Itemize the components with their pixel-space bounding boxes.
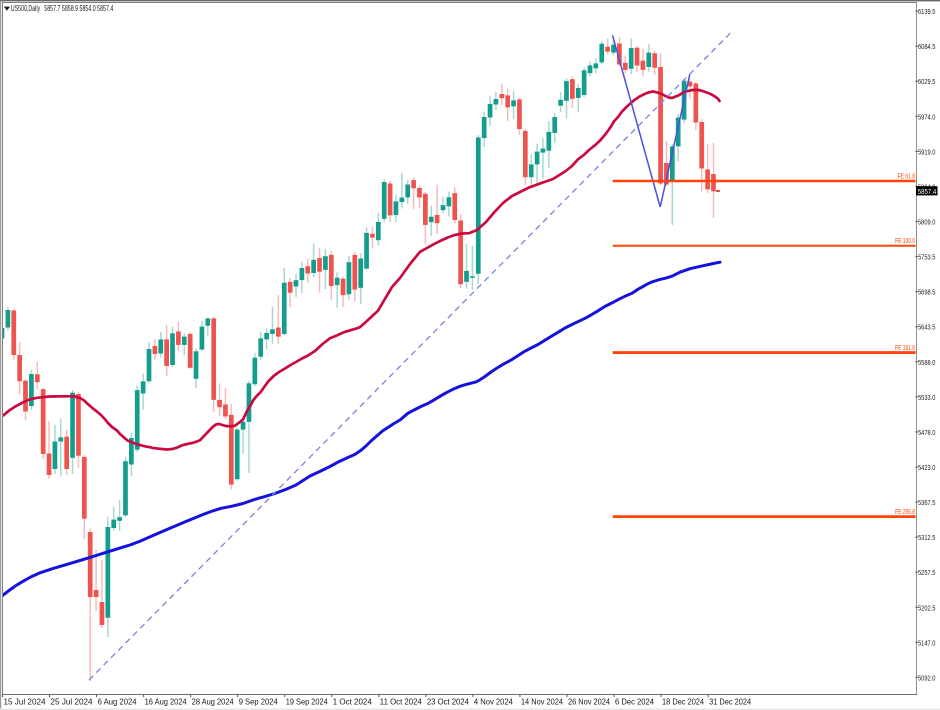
svg-text:31 Dec 2024: 31 Dec 2024 — [709, 697, 752, 706]
svg-text:5092.0: 5092.0 — [918, 673, 935, 682]
svg-text:26 Nov 2024: 26 Nov 2024 — [568, 697, 611, 706]
svg-text:15 Jul 2024: 15 Jul 2024 — [4, 697, 47, 706]
svg-text:4 Nov 2024: 4 Nov 2024 — [474, 697, 514, 706]
svg-text:5367.5: 5367.5 — [918, 498, 935, 507]
svg-text:6 Dec 2024: 6 Dec 2024 — [615, 697, 655, 706]
svg-text:19 Sep 2024: 19 Sep 2024 — [286, 697, 329, 706]
svg-text:18 Dec 2024: 18 Dec 2024 — [662, 697, 705, 706]
svg-text:5974.0: 5974.0 — [918, 112, 935, 121]
svg-text:FE 61.8: FE 61.8 — [898, 171, 916, 180]
svg-text:16 Aug 2024: 16 Aug 2024 — [145, 697, 188, 706]
svg-text:6084.5: 6084.5 — [918, 42, 935, 51]
svg-text:28 Aug 2024: 28 Aug 2024 — [192, 697, 235, 706]
svg-text:5857.4: 5857.4 — [918, 187, 937, 196]
svg-text:11 Oct 2024: 11 Oct 2024 — [380, 697, 423, 706]
svg-text:6 Aug 2024: 6 Aug 2024 — [98, 697, 138, 706]
svg-text:5312.5: 5312.5 — [918, 533, 935, 542]
svg-text:FE 161.8: FE 161.8 — [895, 343, 915, 352]
svg-text:14 Nov 2024: 14 Nov 2024 — [521, 697, 564, 706]
svg-text:5809.0: 5809.0 — [918, 218, 935, 227]
svg-text:1 Oct 2024: 1 Oct 2024 — [333, 697, 373, 706]
svg-text:5202.5: 5202.5 — [918, 603, 935, 612]
svg-text:5423.0: 5423.0 — [918, 463, 935, 472]
svg-text:9 Sep 2024: 9 Sep 2024 — [239, 697, 279, 706]
svg-text:6029.5: 6029.5 — [918, 77, 935, 86]
svg-text:5753.5: 5753.5 — [918, 253, 935, 262]
svg-text:FE 100.0: FE 100.0 — [895, 236, 915, 245]
svg-text:6139.5: 6139.5 — [918, 7, 935, 16]
svg-text:5147.0: 5147.0 — [918, 638, 935, 647]
svg-text:23 Oct 2024: 23 Oct 2024 — [427, 697, 470, 706]
svg-text:5478.0: 5478.0 — [918, 428, 935, 437]
svg-text:5643.5: 5643.5 — [918, 323, 935, 332]
svg-text:US500,Daily 5857.7 5858.9 585: US500,Daily 5857.7 5858.9 5854.0 5857.4 — [11, 4, 114, 13]
svg-text:5533.0: 5533.0 — [918, 393, 935, 402]
svg-text:5588.0: 5588.0 — [918, 358, 935, 367]
svg-text:FE 256.8: FE 256.8 — [895, 507, 915, 516]
svg-text:5919.0: 5919.0 — [918, 147, 935, 156]
svg-text:25 Jul 2024: 25 Jul 2024 — [51, 697, 94, 706]
svg-text:5698.5: 5698.5 — [918, 288, 935, 297]
svg-text:5257.5: 5257.5 — [918, 568, 935, 577]
